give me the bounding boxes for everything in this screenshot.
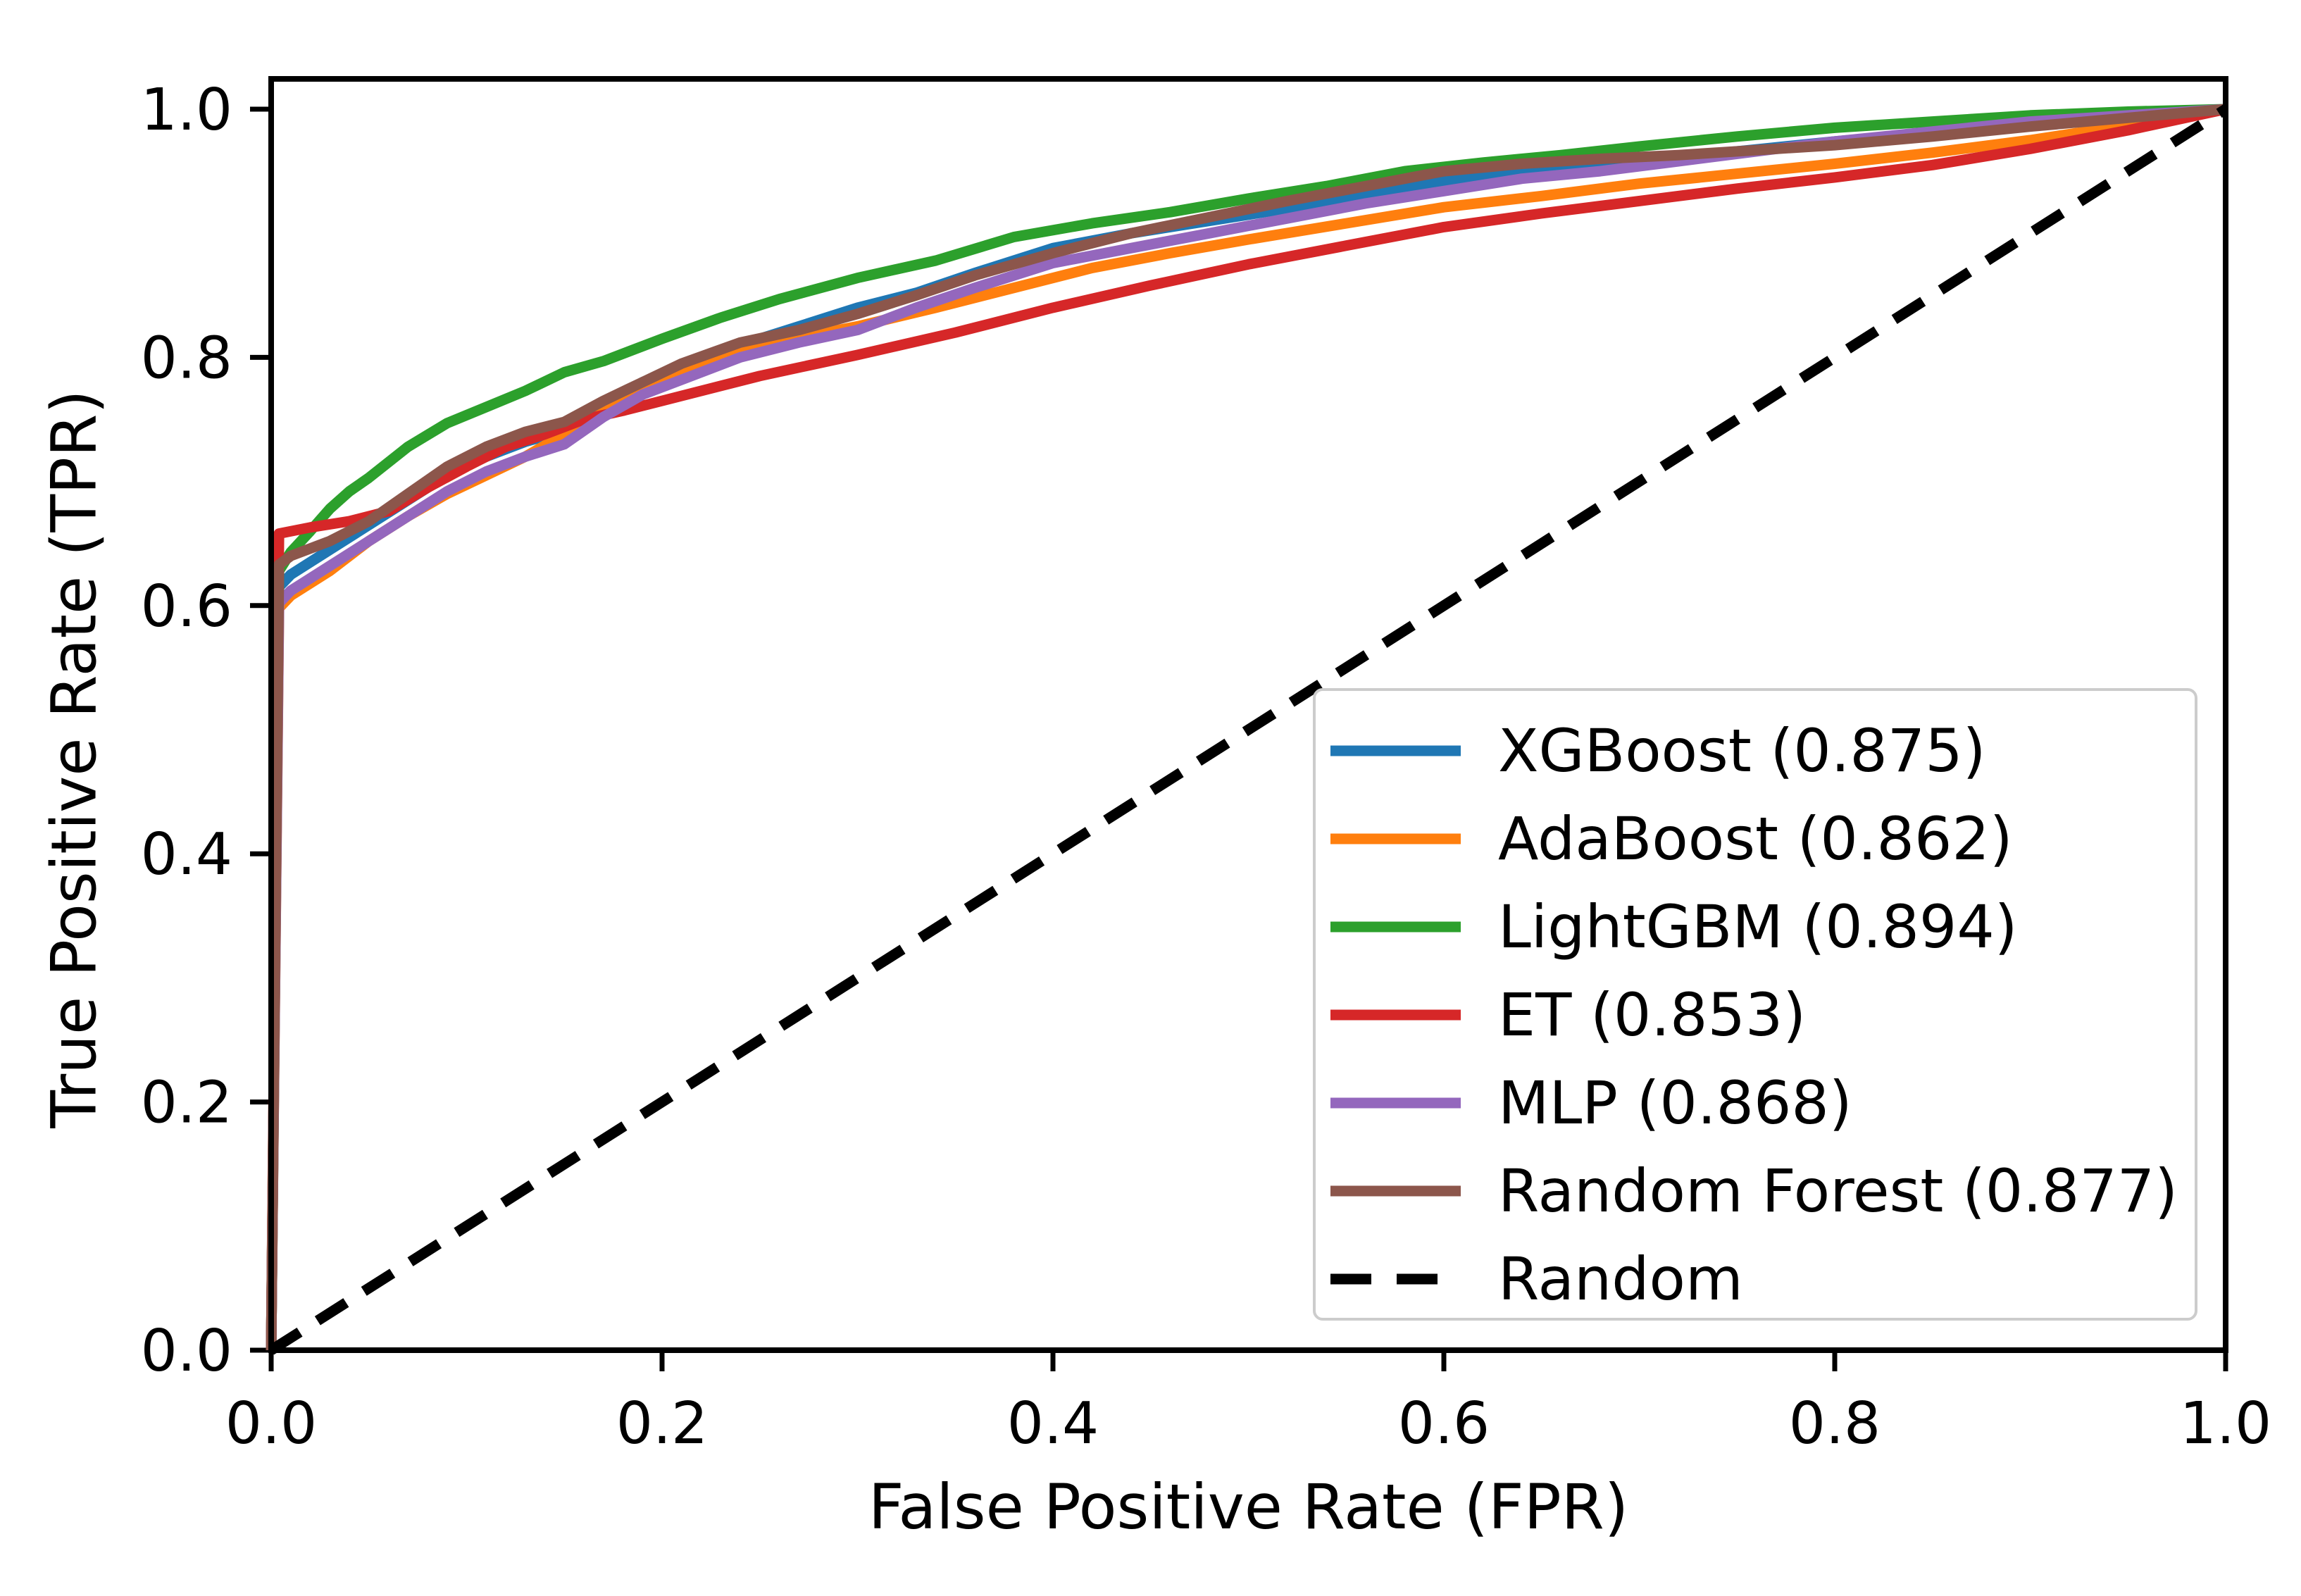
roc-curve-random: [268, 104, 2229, 1355]
y-tick-label: 0.4: [141, 821, 232, 888]
plot-spines: [268, 76, 2228, 1353]
legend-swatch-adaboost-icon: [1330, 833, 1461, 844]
roc-curve-random-forest: [266, 104, 2226, 1351]
legend-row-lightgbm: LightGBM (0.894): [1316, 883, 2195, 971]
legend-box: XGBoost (0.875) AdaBoost (0.862) LightGBM …: [1313, 688, 2197, 1321]
y-tick-label: 0.0: [141, 1318, 232, 1385]
legend-label-mlp: MLP (0.868): [1498, 1068, 1852, 1137]
x-tick-label: 0.4: [1007, 1390, 1099, 1457]
x-tick-label: 0.8: [1789, 1390, 1881, 1457]
legend-swatch-xgboost-icon: [1330, 745, 1461, 756]
legend-swatch-lightgbm-icon: [1330, 921, 1461, 932]
legend-label-adaboost: AdaBoost (0.862): [1498, 804, 2013, 873]
y-tick-label: 0.2: [141, 1070, 232, 1137]
legend-swatch-mlp-icon: [1330, 1097, 1461, 1108]
legend-row-random-forest: Random Forest (0.877): [1316, 1147, 2195, 1235]
legend-label-lightgbm: LightGBM (0.894): [1498, 892, 2018, 961]
legend-row-mlp: MLP (0.868): [1316, 1059, 2195, 1147]
x-tick-label: 0.0: [225, 1390, 317, 1457]
legend-label-xgboost: XGBoost (0.875): [1498, 716, 1986, 785]
legend-row-et: ET (0.853): [1316, 971, 2195, 1059]
legend-label-et: ET (0.853): [1498, 980, 1807, 1049]
legend-row-xgboost: XGBoost (0.875): [1316, 706, 2195, 794]
y-axis-label: True Positive Rate (TPR): [37, 389, 111, 1128]
x-tick-label: 1.0: [2180, 1390, 2271, 1457]
y-tick-label: 0.6: [141, 573, 232, 640]
legend-label-random-forest: Random Forest (0.877): [1498, 1156, 2178, 1226]
legend-row-adaboost: AdaBoost (0.862): [1316, 794, 2195, 883]
y-tick-label: 1.0: [141, 77, 232, 144]
legend-label-random: Random: [1498, 1244, 1743, 1314]
x-tick-label: 0.6: [1398, 1390, 1490, 1457]
legend-swatch-et-icon: [1330, 1009, 1461, 1020]
legend-row-random: Random: [1316, 1235, 2195, 1323]
legend-swatch-random-icon: [1330, 1273, 1461, 1284]
legend-swatch-random-forest-icon: [1330, 1185, 1461, 1196]
y-tick-label: 0.8: [141, 325, 232, 392]
roc-curve-lightgbm: [266, 104, 2226, 1351]
x-axis-label: False Positive Rate (FPR): [868, 1471, 1629, 1543]
x-tick-label: 0.2: [616, 1390, 708, 1457]
